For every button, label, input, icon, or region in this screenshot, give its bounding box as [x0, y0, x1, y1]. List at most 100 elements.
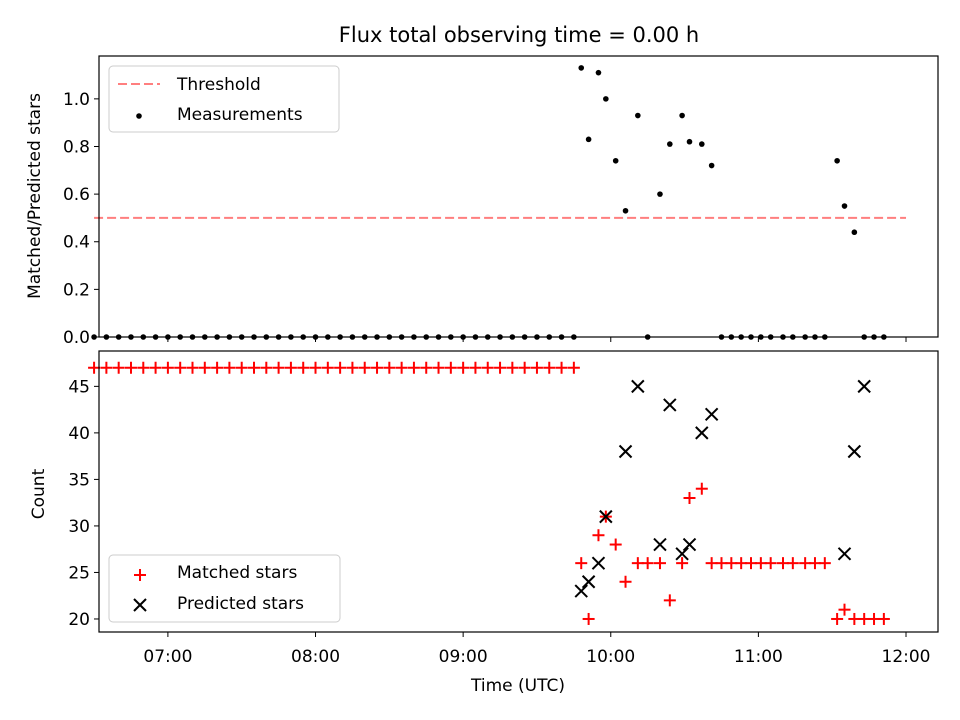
predicted-star-point: [581, 575, 596, 589]
matched-star-point: [235, 361, 248, 374]
measurement-point: [841, 203, 848, 209]
matched-star-point: [683, 492, 696, 505]
measurement-point: [834, 157, 840, 164]
matched-star-point: [695, 482, 708, 495]
matched-star-point: [186, 361, 199, 374]
matched-star-point: [543, 361, 556, 374]
predicted-star-point: [837, 547, 852, 561]
top-y-tick-label: 0.2: [63, 280, 90, 300]
predicted-star-point: [682, 537, 697, 552]
matched-star-point: [112, 361, 125, 374]
matched-star-point: [100, 361, 113, 374]
matched-star-point: [582, 612, 595, 625]
measurement-point: [635, 112, 641, 119]
chart-title: Flux total observing time = 0.00 h: [339, 23, 699, 47]
predicted-star-point: [591, 556, 606, 570]
bottom-axes-frame: [98, 350, 939, 633]
top-y-axis-label: Matched/Predicted stars: [25, 93, 45, 299]
matched-star-point: [555, 361, 568, 374]
matched-star-point: [877, 612, 890, 625]
matched-star-point: [149, 361, 162, 374]
bottom-legend: Matched stars Predicted stars: [108, 554, 341, 623]
measurement-point: [708, 162, 715, 169]
matched-star-point: [641, 557, 654, 570]
matched-star-point: [567, 361, 580, 374]
matched-legend-swatch: [134, 569, 146, 581]
measurement-point: [585, 136, 592, 143]
predicted-star-point: [675, 547, 689, 561]
matched-star-point: [420, 361, 433, 374]
top-legend-box: [108, 65, 340, 133]
measurement-point: [657, 191, 663, 197]
measurement-point: [595, 69, 602, 76]
bottom-y-tick-label: 25: [68, 563, 90, 583]
predicted-star-point: [599, 509, 613, 524]
matched-star-point: [457, 361, 470, 374]
predicted-star-point: [653, 537, 667, 552]
bottom-y-axis-label: Count: [29, 468, 49, 519]
top-x-ticks: [167, 337, 907, 342]
matched-star-point: [506, 361, 519, 374]
x-tick-label: 09:00: [439, 647, 488, 667]
bottom-plot-area: [88, 361, 890, 625]
measurement-point: [667, 141, 673, 147]
matched-star-point: [137, 361, 150, 374]
matched-star-point: [383, 361, 396, 374]
predicted-star-point: [663, 398, 677, 412]
matched-star-point: [481, 361, 494, 374]
measurement-point: [603, 96, 609, 102]
top-legend: Threshold Measurements: [108, 65, 340, 133]
matched-star-point: [494, 361, 507, 374]
matched-star-point: [838, 603, 851, 616]
measurement-point: [622, 207, 629, 214]
bottom-y-tick-label: 20: [68, 610, 90, 630]
matched-star-point: [211, 361, 224, 374]
top-y-tick-label: 0.0: [63, 328, 90, 348]
matched-star-point: [676, 557, 689, 570]
matched-star-point: [174, 361, 187, 374]
top-axes-frame: [98, 55, 939, 338]
bottom-y-tick-label: 30: [68, 517, 90, 537]
matched-star-point: [786, 557, 799, 570]
matched-star-point: [818, 557, 831, 570]
matched-star-point: [260, 361, 273, 374]
matched-star-point: [518, 361, 531, 374]
matched-star-point: [653, 557, 666, 570]
x-tick-label: 12:00: [882, 647, 931, 667]
matched-star-point: [469, 361, 482, 374]
x-tick-label: 08:00: [291, 647, 340, 667]
x-axis-label: Time (UTC): [470, 676, 565, 696]
measurement-point: [699, 141, 705, 147]
matched-star-point: [297, 361, 310, 374]
bottom-y-tick-label: 45: [68, 377, 90, 397]
matched-star-point: [321, 361, 334, 374]
matched-star-point: [831, 612, 844, 625]
predicted-star-point: [631, 379, 645, 394]
matched-star-point: [248, 361, 261, 374]
matched-star-point: [161, 361, 174, 374]
measurement-point: [578, 65, 585, 71]
top-y-ticks: 0.0 0.2 0.4 0.6 0.8 1.0: [63, 90, 99, 348]
matched-star-point: [284, 361, 297, 374]
measurement-point: [851, 229, 858, 236]
matched-star-point: [609, 538, 622, 551]
matched-star-point: [395, 361, 408, 374]
top-y-tick-label: 0.4: [63, 233, 90, 253]
matched-star-point: [371, 361, 384, 374]
matched-star-point: [198, 361, 211, 374]
predicted-star-point: [618, 444, 633, 459]
predicted-legend-label: Predicted stars: [177, 594, 304, 614]
measurement-point: [612, 157, 619, 164]
bottom-y-tick-label: 40: [68, 424, 90, 444]
matched-star-point: [407, 361, 420, 374]
matched-star-point: [444, 361, 457, 374]
matched-legend-label: Matched stars: [177, 563, 297, 583]
matched-star-point: [764, 557, 777, 570]
matched-star-point: [432, 361, 445, 374]
matched-star-point: [88, 361, 101, 374]
predicted-star-point: [574, 584, 588, 598]
top-panel: 0.0 0.2 0.4 0.6 0.8 1.0 Matched/Predicted sta…: [25, 55, 939, 348]
matched-star-point: [663, 594, 676, 607]
bottom-y-ticks: 20 25 30 35 40 45: [68, 377, 99, 630]
